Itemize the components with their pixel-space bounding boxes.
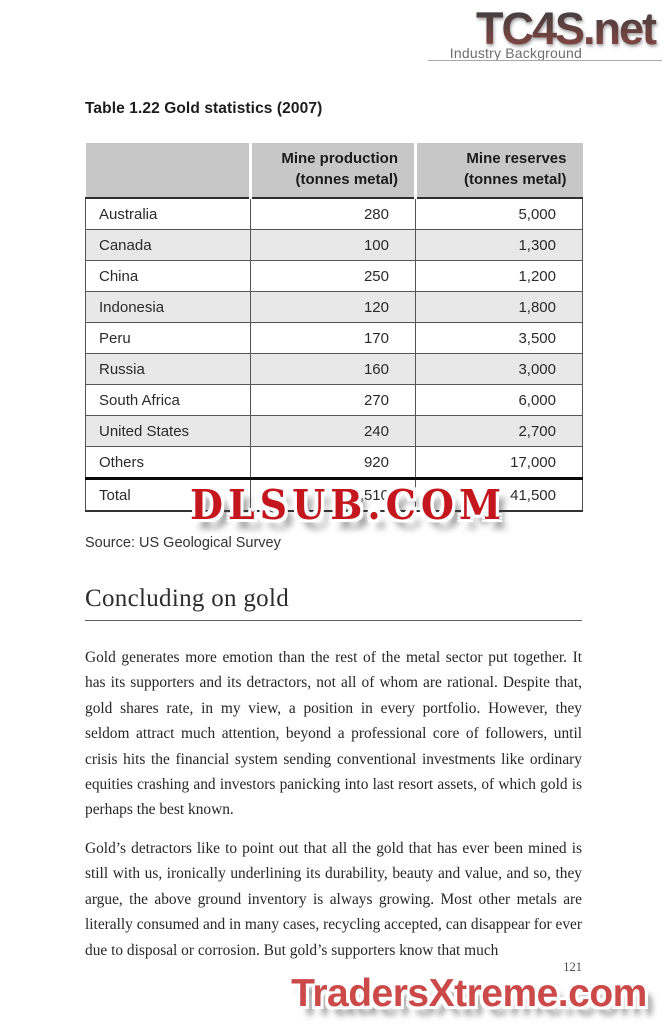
page-number: 121 bbox=[563, 960, 582, 974]
reserves-cell: 6,000 bbox=[415, 384, 583, 416]
table-row: United States 240 2,700 bbox=[85, 415, 583, 447]
dlsub-watermark: DLSUB.COM bbox=[190, 479, 507, 529]
body-paragraph: Gold generates more emotion than the res… bbox=[85, 649, 582, 819]
header-rule bbox=[428, 60, 662, 61]
country-cell: Russia bbox=[85, 353, 251, 385]
header-country-cell bbox=[85, 143, 251, 199]
table-row: Others 920 17,000 bbox=[85, 446, 583, 479]
country-cell: United States bbox=[85, 415, 251, 447]
country-cell: Canada bbox=[85, 229, 251, 261]
brand-text: TC4S.net bbox=[476, 3, 657, 54]
reserves-cell: 3,000 bbox=[415, 353, 583, 385]
body-paragraph: Gold’s detractors like to point out that… bbox=[85, 840, 582, 959]
production-cell: 240 bbox=[250, 415, 416, 447]
production-cell: 160 bbox=[250, 353, 416, 385]
production-cell: 250 bbox=[250, 260, 416, 292]
gold-statistics-table: Mine production (tonnes metal) Mine rese… bbox=[85, 143, 583, 512]
reserves-cell: 1,300 bbox=[415, 229, 583, 261]
table-row: Peru 170 3,500 bbox=[85, 322, 583, 354]
production-cell: 270 bbox=[250, 384, 416, 416]
table-row: Russia 160 3,000 bbox=[85, 353, 583, 385]
production-cell: 170 bbox=[250, 322, 416, 354]
country-cell: Others bbox=[85, 446, 251, 479]
table-total-row: Total 2,510 41,500 bbox=[85, 477, 583, 512]
table-row: Australia 280 5,000 bbox=[85, 198, 583, 230]
table-source: Source: US Geological Survey bbox=[85, 535, 281, 551]
tc4s-logo: TC4S.net bbox=[476, 3, 658, 54]
production-cell: 120 bbox=[250, 291, 416, 323]
reserves-cell: 17,000 bbox=[415, 446, 583, 479]
production-cell: 100 bbox=[250, 229, 416, 261]
reserves-cell: 2,700 bbox=[415, 415, 583, 447]
reserves-cell: 5,000 bbox=[415, 198, 583, 230]
total-label-cell: Total bbox=[85, 477, 251, 512]
production-cell: 280 bbox=[250, 198, 416, 230]
tradersxtreme-watermark: TradersXtreme.com bbox=[291, 972, 647, 1015]
total-production-cell: 2,510 bbox=[250, 477, 416, 512]
header-reserves-cell: Mine reserves (tonnes metal) bbox=[414, 143, 583, 199]
running-header-label: Industry Background bbox=[449, 45, 582, 61]
table-row: Indonesia 120 1,800 bbox=[85, 291, 583, 323]
country-cell: Peru bbox=[85, 322, 251, 354]
country-cell: Indonesia bbox=[85, 291, 251, 323]
production-cell: 920 bbox=[250, 446, 416, 479]
section-heading: Concluding on gold bbox=[85, 585, 582, 621]
table-title: Table 1.22 Gold statistics (2007) bbox=[85, 100, 323, 117]
table-row: Canada 100 1,300 bbox=[85, 229, 583, 261]
country-cell: China bbox=[85, 260, 251, 292]
table-row: South Africa 270 6,000 bbox=[85, 384, 583, 416]
header-production-cell: Mine production (tonnes metal) bbox=[249, 143, 416, 199]
reserves-cell: 3,500 bbox=[415, 322, 583, 354]
table-row: China 250 1,200 bbox=[85, 260, 583, 292]
reserves-cell: 1,200 bbox=[415, 260, 583, 292]
country-cell: Australia bbox=[85, 198, 251, 230]
country-cell: South Africa bbox=[85, 384, 251, 416]
reserves-cell: 1,800 bbox=[415, 291, 583, 323]
table-header-row: Mine production (tonnes metal) Mine rese… bbox=[85, 143, 583, 199]
total-reserves-cell: 41,500 bbox=[415, 477, 583, 512]
